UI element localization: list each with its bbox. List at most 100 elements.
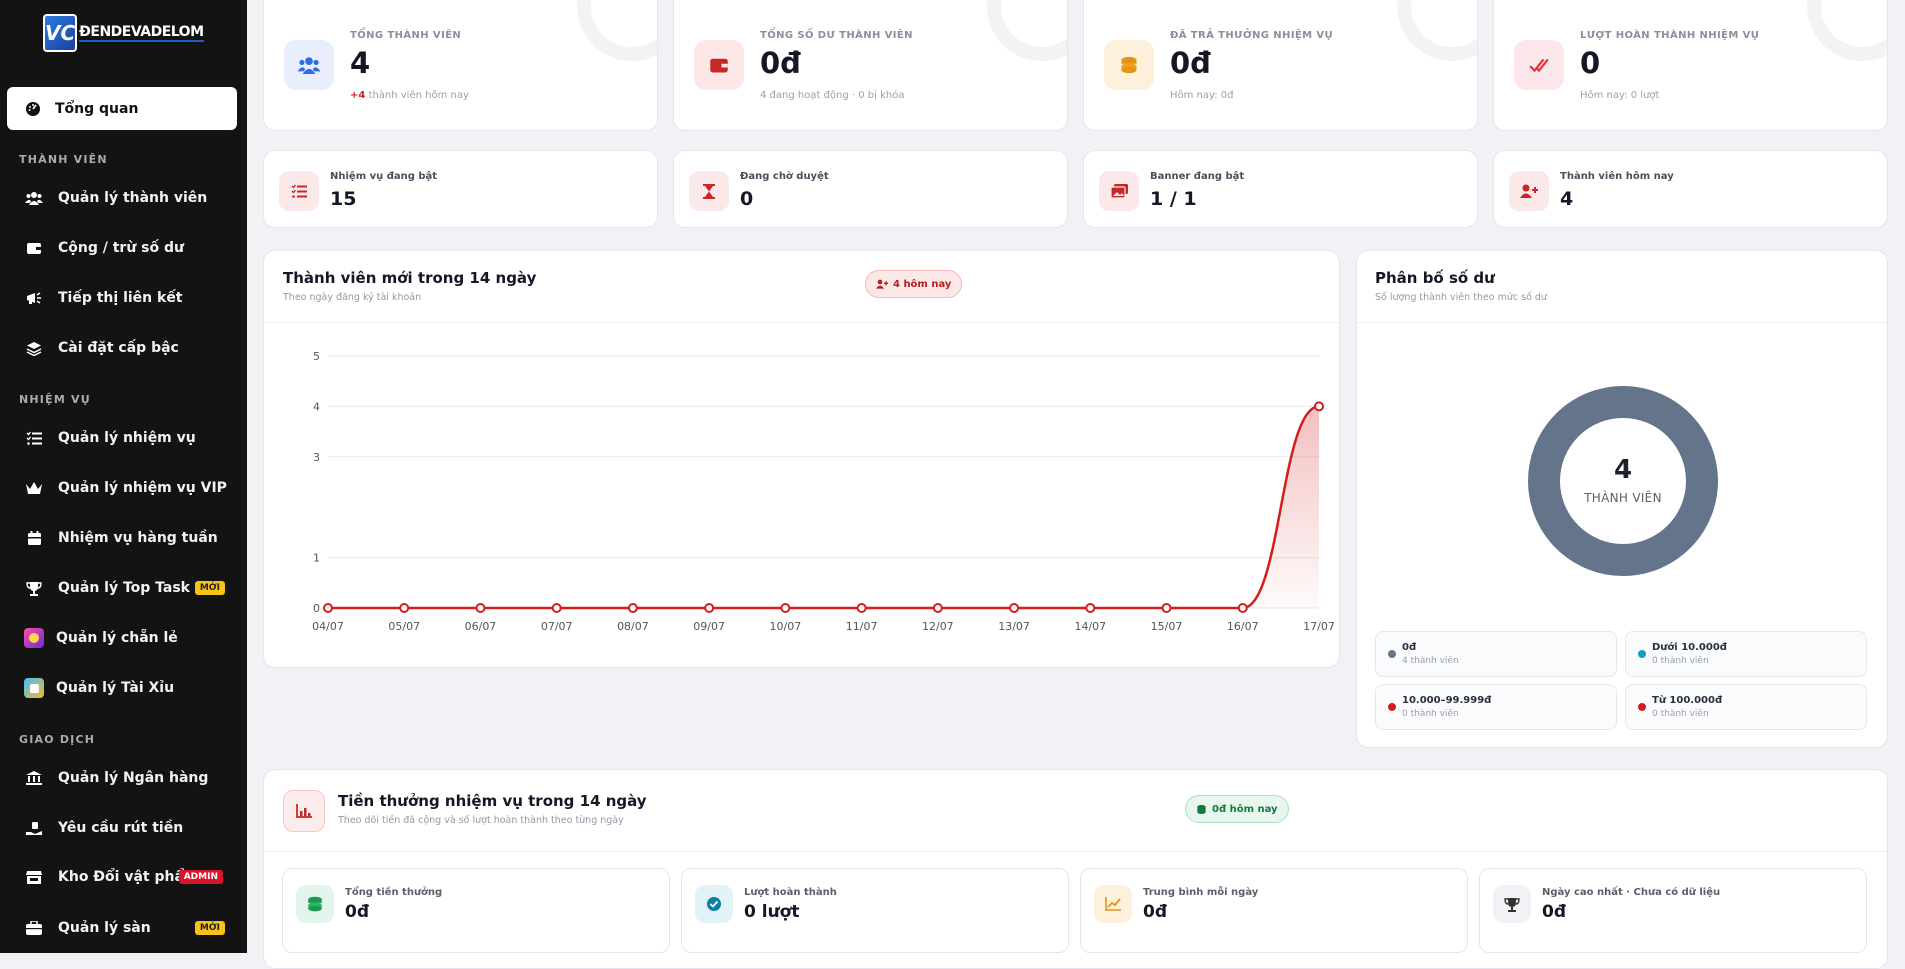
sidebar-item-weekly-tasks[interactable]: Nhiệm vụ hàng tuần bbox=[7, 518, 237, 558]
card-decoration bbox=[1397, 0, 1477, 61]
list-check-icon bbox=[279, 171, 319, 211]
today-rewards-pill: 0đ hôm nay bbox=[1185, 795, 1289, 823]
x-tick-label: 17/07 bbox=[1303, 620, 1335, 633]
x-tick-label: 13/07 bbox=[998, 620, 1030, 633]
legend-label: 10.000–99.999đ bbox=[1402, 695, 1492, 706]
dice-app-icon bbox=[24, 678, 44, 698]
wallet-icon bbox=[24, 238, 44, 258]
y-tick-label: 3 bbox=[313, 451, 320, 464]
donut-center-value: 4 bbox=[1613, 455, 1633, 485]
card-decoration bbox=[577, 0, 657, 61]
summary-label: Ngày cao nhất · Chưa có dữ liệu bbox=[1542, 887, 1721, 898]
panel-title: Phân bố số dư bbox=[1375, 269, 1495, 287]
stat-subtext-rest: thành viên hôm nay bbox=[365, 90, 469, 101]
logo-text: ĐENDEVADELOM bbox=[79, 24, 204, 42]
stat-delta: +4 bbox=[350, 90, 366, 101]
summary-value: 0đ bbox=[1542, 902, 1566, 922]
sidebar-item-levels[interactable]: Cài đặt cấp bậc bbox=[7, 328, 237, 368]
sidebar-item-label: Tổng quan bbox=[55, 100, 139, 117]
mini-card-banners: Banner đang bật 1 / 1 bbox=[1083, 150, 1478, 228]
sidebar-item-label: Quản lý nhiệm vụ VIP bbox=[58, 480, 227, 496]
sidebar-item-tasks[interactable]: Quản lý nhiệm vụ bbox=[7, 418, 237, 458]
card-decoration bbox=[1807, 0, 1887, 61]
brand-logo[interactable]: VC ĐENDEVADELOM bbox=[43, 14, 204, 52]
chart-bar-icon bbox=[283, 790, 325, 832]
stat-subtext: Hôm nay: 0đ bbox=[1170, 90, 1234, 101]
sidebar-item-tai-xiu[interactable]: Quản lý Tài Xỉu bbox=[7, 668, 237, 708]
sidebar-item-balance[interactable]: Cộng / trừ số dư bbox=[7, 228, 237, 268]
series-line bbox=[328, 405, 1320, 610]
data-point bbox=[932, 603, 943, 613]
panel-divider bbox=[264, 322, 1339, 323]
store-icon bbox=[24, 867, 44, 887]
trend-icon bbox=[1094, 885, 1132, 923]
sidebar-item-label: Cộng / trừ số dư bbox=[58, 240, 184, 256]
x-tick-label: 06/07 bbox=[465, 620, 497, 633]
mini-card-active-tasks: Nhiệm vụ đang bật 15 bbox=[263, 150, 658, 228]
mini-card-pending: Đang chờ duyệt 0 bbox=[673, 150, 1068, 228]
mini-card-members-today: Thành viên hôm nay 4 bbox=[1493, 150, 1888, 228]
x-tick-label: 07/07 bbox=[541, 620, 573, 633]
stat-subtext: +4 thành viên hôm nay bbox=[350, 90, 469, 101]
mini-label: Đang chờ duyệt bbox=[740, 171, 829, 182]
summary-value: 0đ bbox=[1143, 902, 1167, 922]
crown-icon bbox=[24, 478, 44, 498]
legend-count: 0 thành viên bbox=[1652, 656, 1709, 666]
balance-donut-chart bbox=[1528, 386, 1718, 576]
legend-dot bbox=[1638, 703, 1646, 711]
users-icon bbox=[284, 40, 334, 90]
stat-card-rewards-paid: ĐÃ TRẢ THƯỞNG NHIỆM VỤ 0đ Hôm nay: 0đ bbox=[1083, 0, 1478, 131]
summary-total-rewards: Tổng tiền thưởng 0đ bbox=[282, 868, 670, 953]
x-tick-label: 05/07 bbox=[388, 620, 420, 633]
data-point bbox=[780, 603, 791, 613]
data-point bbox=[1085, 603, 1096, 613]
calendar-icon bbox=[24, 528, 44, 548]
sidebar-item-label: Quản lý Top Task bbox=[58, 580, 190, 596]
sidebar-item-banks[interactable]: Quản lý Ngân hàng bbox=[7, 758, 237, 798]
summary-label: Tổng tiền thưởng bbox=[345, 887, 443, 898]
sidebar-item-label: Nhiệm vụ hàng tuần bbox=[58, 530, 218, 546]
sidebar-item-item-store[interactable]: Kho Đổi vật phẩm ADMIN bbox=[7, 857, 237, 897]
panel-divider bbox=[264, 851, 1887, 852]
summary-label: Trung bình mỗi ngày bbox=[1143, 887, 1259, 898]
panel-title: Thành viên mới trong 14 ngày bbox=[283, 269, 537, 287]
sidebar-item-label: Cài đặt cấp bậc bbox=[58, 340, 179, 356]
sidebar-item-label: Quản lý nhiệm vụ bbox=[58, 430, 196, 446]
stat-value: 0 bbox=[1580, 46, 1601, 80]
logo-badge: VC bbox=[43, 14, 78, 52]
panel-divider bbox=[1357, 322, 1887, 323]
summary-value: 0đ bbox=[345, 902, 369, 922]
mini-label: Nhiệm vụ đang bật bbox=[330, 171, 438, 182]
sidebar-item-vip-tasks[interactable]: Quản lý nhiệm vụ VIP bbox=[7, 468, 237, 508]
sidebar-item-members[interactable]: Quản lý thành viên bbox=[7, 178, 237, 218]
sidebar-item-affiliate[interactable]: Tiếp thị liên kết bbox=[7, 278, 237, 318]
sidebar-item-exchange[interactable]: Quản lý sàn MỚI bbox=[7, 908, 237, 948]
mini-label: Banner đang bật bbox=[1150, 171, 1245, 182]
x-tick-label: 15/07 bbox=[1151, 620, 1183, 633]
new-members-chart-panel: Thành viên mới trong 14 ngày Theo ngày đ… bbox=[263, 250, 1340, 668]
x-tick-label: 11/07 bbox=[846, 620, 878, 633]
data-point bbox=[627, 603, 638, 613]
trophy-icon bbox=[24, 578, 44, 598]
pill-label: 0đ hôm nay bbox=[1212, 803, 1278, 815]
stat-value: 0đ bbox=[1170, 46, 1211, 80]
admin-badge: ADMIN bbox=[178, 870, 223, 884]
sidebar-item-even-odd[interactable]: Quản lý chẵn lẻ bbox=[7, 618, 237, 658]
sidebar-item-label: Quản lý sàn bbox=[58, 920, 151, 936]
x-tick-label: 12/07 bbox=[922, 620, 954, 633]
sidebar-item-overview[interactable]: Tổng quan bbox=[7, 87, 237, 130]
sidebar-item-withdrawals[interactable]: Yêu cầu rút tiền bbox=[7, 808, 237, 848]
mini-label: Thành viên hôm nay bbox=[1560, 171, 1674, 182]
summary-label: Lượt hoàn thành bbox=[744, 887, 837, 898]
user-plus-icon bbox=[1509, 171, 1549, 211]
legend-count: 0 thành viên bbox=[1402, 709, 1459, 719]
x-tick-label: 08/07 bbox=[617, 620, 649, 633]
sidebar-item-label: Tiếp thị liên kết bbox=[58, 290, 183, 306]
legend-label: Dưới 10.000đ bbox=[1652, 642, 1727, 653]
data-point bbox=[323, 603, 333, 613]
list-check-icon bbox=[24, 428, 44, 448]
section-title-tasks: NHIỆM VỤ bbox=[19, 393, 91, 406]
sidebar-item-top-task[interactable]: Quản lý Top Task MỚI bbox=[7, 568, 237, 608]
legend-item: 10.000–99.999đ 0 thành viên bbox=[1375, 684, 1617, 730]
y-tick-label: 1 bbox=[313, 552, 320, 565]
